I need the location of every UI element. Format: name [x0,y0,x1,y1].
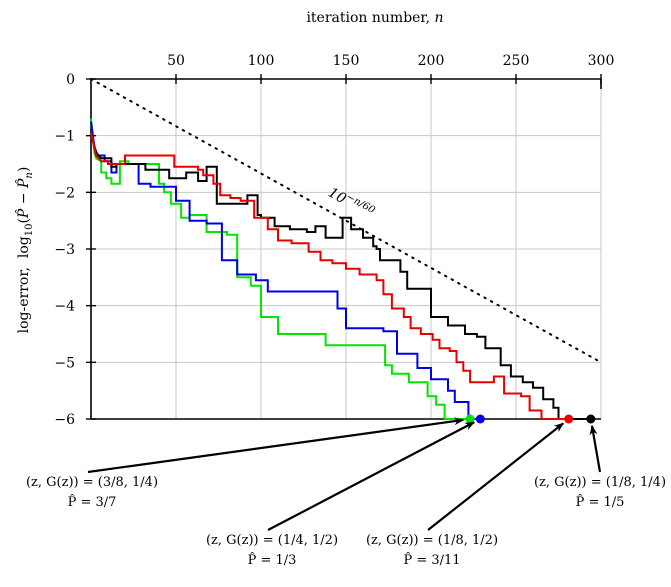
y-tick-label: −6 [54,412,75,428]
y-tick-label: −2 [54,185,75,201]
y-tick-label: −1 [54,129,75,145]
y-tick-label: 0 [66,72,75,88]
y-tick-label: −5 [54,355,75,371]
annotation-arrow [267,421,475,531]
annotation-arrow [87,417,465,474]
series-line-1 [90,121,481,420]
y-axis-title: log-error, log10(P̂ − P̂n) [14,167,35,334]
reference-line-label: 10−n/60 [325,183,377,223]
annotation-value: P̂ = 3/7 [68,494,117,510]
annotation-arrow [589,424,602,473]
series-endpoint-0 [465,414,475,424]
series-group [90,118,596,424]
x-tick-label: 300 [588,53,615,69]
ticks: 50 100 150 200 250 300 0 −1 −2 −3 −4 −5 −6 [54,53,614,428]
annotation-value: P̂ = 3/11 [403,552,460,568]
series-endpoint-3 [564,414,574,424]
series-line-3 [90,132,569,420]
x-axis-title: iteration number, n [306,10,443,26]
series-line-2 [90,132,591,420]
x-tick-label: 50 [167,53,185,69]
y-tick-label: −4 [54,299,75,315]
annotation-label: (z, G(z)) = (3/8, 1/4) [26,475,158,490]
series-endpoint-2 [586,414,596,424]
series-line-0 [90,118,471,420]
x-tick-label: 200 [418,53,445,69]
x-tick-label: 250 [503,53,530,69]
annotations-group: (z, G(z)) = (3/8, 1/4) P̂ = 3/7 (z, G(z)) … [26,417,666,568]
annotation-value: P̂ = 1/3 [248,552,297,568]
reference-line [90,78,602,364]
x-tick-label: 150 [333,53,360,69]
x-tick-label: 100 [248,53,275,69]
annotation-arrow [427,422,564,531]
annotation-label: (z, G(z)) = (1/4, 1/2) [206,533,338,548]
annotation-value: P̂ = 1/5 [576,494,625,510]
annotation-label: (z, G(z)) = (1/8, 1/4) [534,475,666,490]
y-tick-label: −3 [54,242,75,258]
series-endpoint-1 [475,414,485,424]
annotation-label: (z, G(z)) = (1/8, 1/2) [366,533,498,548]
grid [91,79,602,419]
